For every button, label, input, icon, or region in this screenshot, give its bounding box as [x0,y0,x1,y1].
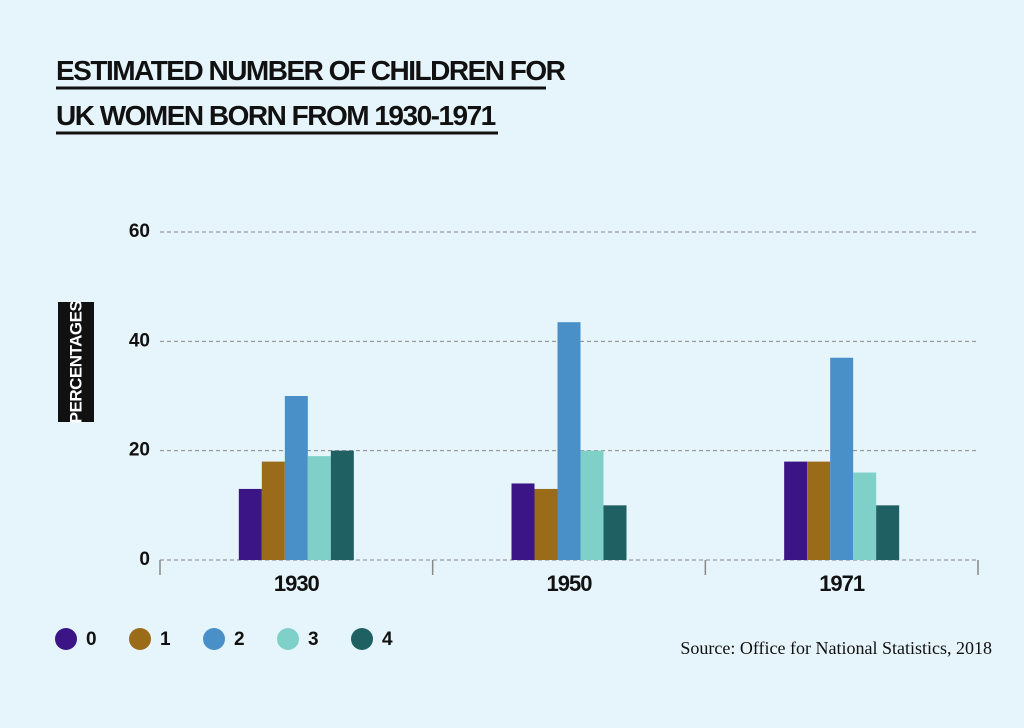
legend-label: 4 [382,629,393,650]
source-note: Source: Office for National Statistics, … [680,638,992,658]
legend-swatch [203,628,225,650]
legend-label: 0 [86,629,97,650]
y-tick-label: 40 [129,330,150,351]
x-tick-label: 1950 [547,571,593,596]
legend-swatch [55,628,77,650]
legend-label: 1 [160,629,171,650]
bar [238,488,262,560]
x-tick-label: 1971 [819,571,865,596]
bar [580,450,604,560]
bar [830,357,854,560]
bar [511,483,535,560]
legend-swatch [129,628,151,650]
bar [307,456,331,560]
x-tick-label: 1930 [274,571,320,596]
y-tick-label: 20 [129,440,150,461]
bar [330,450,354,560]
legend-label: 3 [308,629,319,650]
legend-label: 2 [234,629,245,650]
y-axis-label-box [58,302,94,422]
legend-swatch [351,628,373,650]
chart-title: UK WOMEN BORN FROM 1930-1971 [56,100,496,131]
bar [284,396,308,560]
bar [807,461,831,560]
bar [784,461,808,560]
chart-title: ESTIMATED NUMBER OF CHILDREN FOR [56,55,566,86]
bar [876,505,900,560]
bar [534,488,558,560]
bar [853,472,877,560]
y-tick-label: 0 [139,549,150,570]
bar [557,322,581,560]
legend-swatch [277,628,299,650]
bar [261,461,285,560]
y-axis-label: PERCENTAGES [66,301,85,424]
y-tick-label: 60 [129,221,150,242]
bar [603,505,627,560]
